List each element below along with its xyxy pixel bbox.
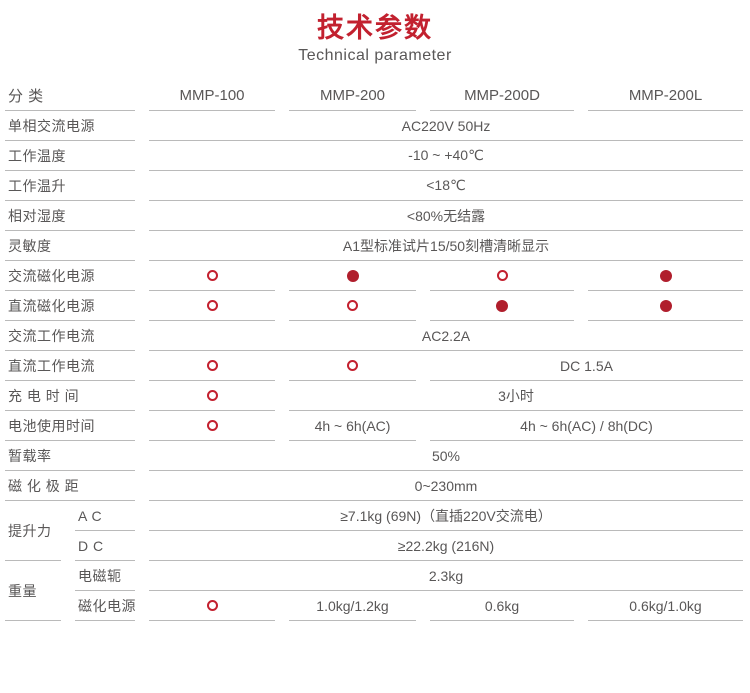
table-row: 单相交流电源 AC220V 50Hz [5, 111, 743, 141]
table-row: 电磁轭 2.3kg [75, 561, 743, 591]
row-group-body: A C ≥7.1kg (69N)（直插220V交流电） D C ≥22.2kg (21… [75, 501, 743, 561]
table-cell: ≥22.2kg (216N) [149, 531, 743, 561]
table-cell [430, 261, 574, 291]
table-cell [588, 291, 743, 321]
table-row: 相对湿度 <80%无结露 [5, 201, 743, 231]
table-cell: ≥7.1kg (69N)（直插220V交流电） [149, 501, 743, 531]
table-cell: 1.0kg/1.2kg [289, 591, 416, 621]
table-cell: 0.6kg [430, 591, 574, 621]
table-cell: AC2.2A [149, 321, 743, 351]
table-row: 直流磁化电源 [5, 291, 743, 321]
table-cell: 2.3kg [149, 561, 743, 591]
table-row: D C ≥22.2kg (216N) [75, 531, 743, 561]
table-row: 暂载率 50% [5, 441, 743, 471]
row-label: 相对湿度 [5, 201, 135, 231]
table-row: 工作温升 <18℃ [5, 171, 743, 201]
table-cell: 50% [149, 441, 743, 471]
table-cell: 0.6kg/1.0kg [588, 591, 743, 621]
table-row: 磁 化 极 距 0~230mm [5, 471, 743, 501]
table-cell: AC220V 50Hz [149, 111, 743, 141]
table-cell: 3小时 [289, 381, 743, 411]
row-label: 单相交流电源 [5, 111, 135, 141]
table-row: 电池使用时间 4h ~ 6h(AC) 4h ~ 6h(AC) / 8h(DC) [5, 411, 743, 441]
table-cell [289, 351, 416, 381]
column-header: MMP-200D [430, 81, 574, 111]
circle-filled-icon [346, 269, 359, 282]
table-cell: <18℃ [149, 171, 743, 201]
table-row: 磁化电源 1.0kg/1.2kg 0.6kg 0.6kg/1.0kg [75, 591, 743, 621]
row-label: 电池使用时间 [5, 411, 135, 441]
row-label: 暂载率 [5, 441, 135, 471]
table-row: 直流工作电流 DC 1.5A [5, 351, 743, 381]
circle-open-icon [206, 390, 218, 401]
table-cell [149, 381, 275, 411]
circle-open-icon [347, 300, 358, 311]
column-header: 分 类 [5, 81, 135, 111]
row-label: 电磁轭 [75, 561, 135, 591]
row-group-label: 重量 [5, 561, 61, 621]
table-row: 灵敏度 A1型标准试片15/50刻槽清晰显示 [5, 231, 743, 261]
table-cell [430, 291, 574, 321]
row-label: 工作温度 [5, 141, 135, 171]
table-cell: A1型标准试片15/50刻槽清晰显示 [149, 231, 743, 261]
circle-open-icon [206, 270, 218, 281]
circle-open-icon [206, 600, 218, 611]
circle-filled-icon [496, 299, 508, 312]
circle-open-icon [206, 360, 218, 371]
circle-filled-icon [659, 299, 672, 312]
row-label: A C [75, 501, 135, 531]
row-label: D C [75, 531, 135, 561]
table-cell [289, 291, 416, 321]
table-cell [149, 291, 275, 321]
table-cell [149, 411, 275, 441]
row-label: 磁化电源 [75, 591, 136, 621]
column-header: MMP-200 [289, 81, 416, 111]
row-label: 工作温升 [5, 171, 135, 201]
column-header: MMP-100 [149, 81, 275, 111]
table-row-group: 提升力 A C ≥7.1kg (69N)（直插220V交流电） D C ≥22.2kg … [5, 501, 743, 561]
table-cell: 4h ~ 6h(AC) [289, 411, 416, 441]
table-cell [149, 591, 275, 621]
table-cell [149, 351, 275, 381]
page: 技术参数 Technical parameter 分 类 MMP-100 MMP-2… [0, 13, 750, 693]
table-cell [289, 261, 416, 291]
row-group-label: 提升力 [5, 501, 61, 561]
row-group-body: 电磁轭 2.3kg 磁化电源 1.0kg/1.2kg 0.6kg 0.6kg/1.0kg [75, 561, 743, 621]
circle-filled-icon [659, 269, 672, 282]
column-header: MMP-200L [588, 81, 743, 111]
page-subtitle: Technical parameter [298, 47, 452, 64]
row-label: 充 电 时 间 [5, 381, 135, 411]
table-cell [588, 261, 743, 291]
table-row-group: 重量 电磁轭 2.3kg 磁化电源 1.0kg/1.2kg 0.6kg 0.6kg/1.0k… [5, 561, 743, 621]
table-row: 交流磁化电源 [5, 261, 743, 291]
row-label: 磁 化 极 距 [5, 471, 135, 501]
circle-open-icon [206, 420, 218, 431]
table-header-row: 分 类 MMP-100 MMP-200 MMP-200D MMP-200L [5, 81, 743, 111]
circle-open-icon [206, 300, 218, 311]
table-cell: 0~230mm [149, 471, 743, 501]
table-row: 工作温度 -10 ~ +40℃ [5, 141, 743, 171]
circle-open-icon [347, 360, 358, 371]
row-label: 直流工作电流 [5, 351, 135, 381]
circle-open-icon [496, 270, 508, 281]
table-cell: 4h ~ 6h(AC) / 8h(DC) [430, 411, 743, 441]
row-label: 直流磁化电源 [5, 291, 135, 321]
table-row: 充 电 时 间 3小时 [5, 381, 743, 411]
row-label: 交流工作电流 [5, 321, 135, 351]
table-cell: -10 ~ +40℃ [149, 141, 743, 171]
row-label: 交流磁化电源 [5, 261, 135, 291]
parameters-table: 分 类 MMP-100 MMP-200 MMP-200D MMP-200L 单相交流电源 A… [0, 81, 743, 621]
row-label: 灵敏度 [5, 231, 135, 261]
table-row: 交流工作电流 AC2.2A [5, 321, 743, 351]
table-cell [149, 261, 275, 291]
table-row: A C ≥7.1kg (69N)（直插220V交流电） [75, 501, 743, 531]
table-cell: <80%无结露 [149, 201, 743, 231]
page-title: 技术参数 [317, 13, 433, 43]
table-cell: DC 1.5A [430, 351, 743, 381]
